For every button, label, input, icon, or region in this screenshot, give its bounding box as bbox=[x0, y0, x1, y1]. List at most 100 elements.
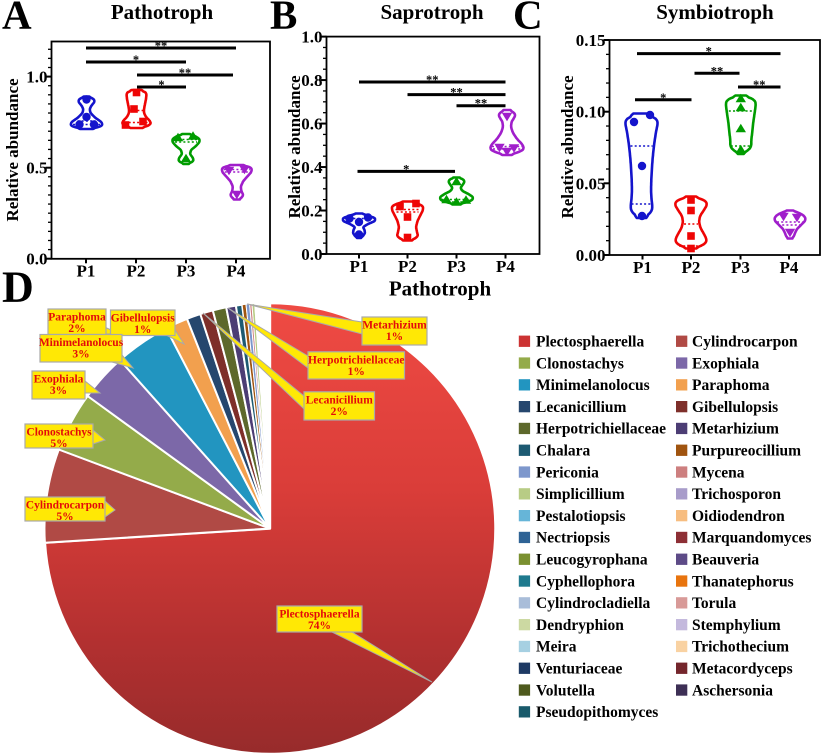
svg-text:Lecanicillium: Lecanicillium bbox=[306, 394, 374, 406]
svg-text:C: C bbox=[513, 0, 543, 38]
svg-text:0.5: 0.5 bbox=[26, 159, 47, 178]
svg-text:*: * bbox=[133, 53, 139, 67]
svg-text:0.05: 0.05 bbox=[576, 174, 606, 193]
svg-text:Pseudopithomyces: Pseudopithomyces bbox=[536, 704, 658, 721]
svg-text:0.0: 0.0 bbox=[301, 245, 322, 264]
svg-text:1%: 1% bbox=[134, 324, 151, 336]
svg-text:1%: 1% bbox=[348, 366, 365, 378]
svg-text:0.6: 0.6 bbox=[301, 115, 322, 134]
svg-text:3%: 3% bbox=[50, 385, 67, 397]
svg-text:Oidiodendron: Oidiodendron bbox=[692, 508, 785, 525]
svg-text:Cylindrocarpon: Cylindrocarpon bbox=[692, 334, 798, 351]
svg-text:Pathotroph: Pathotroph bbox=[389, 277, 492, 301]
svg-text:1%: 1% bbox=[386, 331, 403, 343]
svg-text:P1: P1 bbox=[350, 257, 369, 276]
svg-text:P4: P4 bbox=[227, 262, 246, 281]
svg-text:Paraphoma: Paraphoma bbox=[48, 312, 106, 324]
svg-text:Stemphylium: Stemphylium bbox=[692, 617, 781, 634]
svg-text:Relative abundance: Relative abundance bbox=[3, 78, 22, 222]
svg-text:*: * bbox=[403, 162, 409, 176]
svg-text:Chalara: Chalara bbox=[536, 443, 591, 460]
svg-text:Plectosphaerella: Plectosphaerella bbox=[536, 334, 644, 351]
svg-text:Clonostachys: Clonostachys bbox=[536, 355, 624, 372]
svg-text:Minimelanolocus: Minimelanolocus bbox=[39, 337, 124, 349]
svg-text:Symbiotroph: Symbiotroph bbox=[656, 0, 774, 24]
svg-text:Herpotrichiellaceae: Herpotrichiellaceae bbox=[308, 354, 404, 366]
svg-text:Leucogyrophana: Leucogyrophana bbox=[536, 552, 648, 569]
svg-text:Volutella: Volutella bbox=[536, 682, 595, 699]
svg-text:0.4: 0.4 bbox=[301, 158, 323, 177]
svg-text:**: ** bbox=[475, 97, 488, 111]
svg-text:0.8: 0.8 bbox=[301, 71, 322, 90]
svg-text:**: ** bbox=[711, 64, 724, 78]
svg-text:Gibellulopsis: Gibellulopsis bbox=[692, 399, 778, 416]
svg-text:**: ** bbox=[426, 73, 439, 87]
svg-text:Periconia: Periconia bbox=[536, 464, 599, 481]
svg-text:Exophiala: Exophiala bbox=[692, 355, 759, 372]
svg-text:B: B bbox=[270, 0, 297, 38]
svg-text:Exophiala: Exophiala bbox=[34, 374, 84, 386]
svg-text:3%: 3% bbox=[72, 349, 89, 361]
svg-text:5%: 5% bbox=[50, 438, 67, 450]
svg-text:5%: 5% bbox=[56, 511, 73, 523]
svg-text:Lecanicillium: Lecanicillium bbox=[536, 399, 627, 416]
svg-text:Metacordyceps: Metacordyceps bbox=[692, 661, 793, 678]
svg-text:Purpureocillium: Purpureocillium bbox=[692, 443, 801, 460]
svg-text:Beauveria: Beauveria bbox=[692, 552, 759, 569]
svg-text:Trichosporon: Trichosporon bbox=[692, 486, 781, 503]
svg-text:Pathotroph: Pathotroph bbox=[111, 0, 214, 24]
svg-text:74%: 74% bbox=[308, 620, 331, 632]
svg-text:D: D bbox=[2, 263, 34, 312]
svg-text:**: ** bbox=[450, 86, 463, 100]
svg-text:1.0: 1.0 bbox=[301, 28, 322, 47]
svg-text:Venturiaceae: Venturiaceae bbox=[536, 661, 622, 678]
svg-text:Marquandomyces: Marquandomyces bbox=[692, 530, 811, 547]
svg-text:2%: 2% bbox=[331, 406, 348, 418]
svg-text:Saprotroph: Saprotroph bbox=[380, 0, 483, 24]
svg-text:Metarhizium: Metarhizium bbox=[692, 421, 779, 438]
svg-text:Plectosphaerella: Plectosphaerella bbox=[279, 609, 360, 621]
svg-text:P2: P2 bbox=[398, 257, 417, 276]
svg-text:P3: P3 bbox=[447, 257, 466, 276]
svg-text:P4: P4 bbox=[780, 258, 799, 277]
svg-text:P1: P1 bbox=[633, 258, 652, 277]
svg-text:P3: P3 bbox=[177, 262, 196, 281]
svg-text:Gibellulopsis: Gibellulopsis bbox=[111, 313, 175, 325]
svg-text:Metarhizium: Metarhizium bbox=[362, 320, 427, 332]
svg-text:Mycena: Mycena bbox=[692, 464, 745, 481]
svg-text:Cyphellophora: Cyphellophora bbox=[536, 573, 635, 590]
svg-text:**: ** bbox=[179, 66, 192, 80]
svg-text:0.00: 0.00 bbox=[576, 246, 606, 265]
svg-text:Minimelanolocus: Minimelanolocus bbox=[536, 377, 650, 394]
svg-text:Aschersonia: Aschersonia bbox=[692, 682, 773, 699]
svg-text:**: ** bbox=[753, 78, 766, 92]
svg-text:P2: P2 bbox=[682, 258, 701, 277]
svg-text:Relative abundance: Relative abundance bbox=[285, 75, 304, 219]
svg-text:P4: P4 bbox=[496, 257, 515, 276]
svg-text:2%: 2% bbox=[68, 323, 85, 335]
svg-text:Clonostachys: Clonostachys bbox=[26, 427, 92, 439]
svg-text:Thanatephorus: Thanatephorus bbox=[692, 573, 794, 590]
svg-text:1.0: 1.0 bbox=[26, 68, 47, 87]
svg-text:Torula: Torula bbox=[692, 595, 736, 612]
svg-text:**: ** bbox=[155, 39, 168, 53]
svg-text:Trichothecium: Trichothecium bbox=[692, 639, 789, 656]
svg-text:Relative abundance: Relative abundance bbox=[558, 75, 577, 219]
svg-text:P3: P3 bbox=[731, 258, 750, 277]
svg-text:Simplicillium: Simplicillium bbox=[536, 486, 625, 503]
svg-text:Paraphoma: Paraphoma bbox=[692, 377, 770, 394]
svg-text:P2: P2 bbox=[127, 262, 146, 281]
svg-text:Herpotrichiellaceae: Herpotrichiellaceae bbox=[536, 421, 666, 438]
svg-text:Cylindrocladiella: Cylindrocladiella bbox=[536, 595, 651, 612]
svg-text:*: * bbox=[660, 91, 666, 105]
svg-text:Nectriopsis: Nectriopsis bbox=[536, 530, 610, 547]
svg-text:Meira: Meira bbox=[536, 639, 577, 656]
svg-text:P1: P1 bbox=[77, 262, 96, 281]
svg-text:*: * bbox=[706, 45, 712, 59]
svg-text:0.15: 0.15 bbox=[576, 31, 606, 50]
svg-text:Dendryphion: Dendryphion bbox=[536, 617, 624, 634]
svg-text:0.10: 0.10 bbox=[576, 103, 606, 122]
svg-text:A: A bbox=[2, 0, 32, 38]
svg-text:0.0: 0.0 bbox=[26, 250, 47, 269]
svg-text:0.2: 0.2 bbox=[301, 202, 322, 221]
